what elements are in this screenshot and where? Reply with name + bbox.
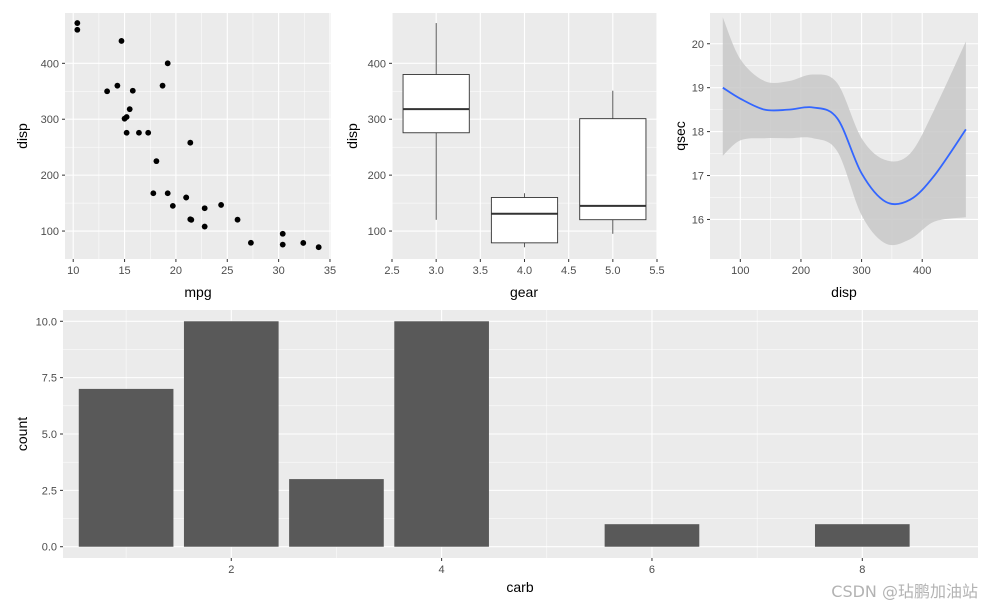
bar: [394, 321, 489, 547]
x-tick-label: 4: [439, 564, 445, 576]
scatter-point: [247, 239, 254, 246]
x-tick-label: 400: [913, 265, 931, 277]
smooth-x-axis-label: disp: [831, 284, 857, 300]
x-tick-label: 300: [852, 265, 870, 277]
scatter-point: [114, 82, 121, 89]
boxplot-gear-disp: 2.5 3.0 3.5 4.0 4.5 5.0 5.5 100 200 300 400 gear d…: [344, 13, 665, 300]
y-tick-label: 300: [368, 114, 386, 126]
x-tick-label: 4.0: [517, 265, 532, 277]
bar-x-axis-label: carb: [506, 579, 533, 595]
bar-y-axis-label: count: [14, 417, 30, 451]
bar: [78, 388, 174, 547]
scatter-point: [201, 205, 208, 212]
x-tick-label: 3.0: [429, 265, 444, 277]
y-tick-label: 16: [692, 214, 704, 226]
x-tick-label: 2: [228, 564, 234, 576]
scatter-point: [129, 87, 136, 94]
scatter-point: [169, 202, 176, 209]
bar: [814, 524, 910, 547]
scatter-point: [153, 158, 160, 165]
x-tick-label: 25: [221, 265, 233, 277]
y-tick-label: 100: [368, 226, 386, 238]
x-tick-label: 30: [272, 265, 284, 277]
scatter-point: [164, 60, 171, 67]
bar: [183, 321, 279, 547]
scatter-point: [279, 241, 286, 248]
scatter-point: [159, 82, 166, 89]
scatter-point: [183, 194, 190, 201]
x-tick-label: 20: [170, 265, 182, 277]
x-tick-label: 100: [731, 265, 749, 277]
y-tick-label: 5.0: [42, 429, 57, 441]
scatter-point: [118, 38, 125, 44]
scatter-point: [123, 129, 130, 136]
x-tick-label: 5.0: [605, 265, 620, 277]
x-tick-label: 8: [859, 564, 865, 576]
scatter-point: [74, 26, 81, 33]
scatter-point: [150, 190, 157, 197]
x-tick-label: 5.5: [649, 265, 664, 277]
smooth-y-axis-label: qsec: [672, 121, 688, 151]
scatter-point: [74, 20, 81, 26]
scatter-point: [315, 244, 322, 251]
y-tick-label: 19: [692, 83, 704, 95]
y-tick-label: 10.0: [36, 316, 57, 328]
x-tick-label: 2.5: [384, 265, 399, 277]
scatter-plot-mpg-disp: 10 15 20 25 30 35 100 200 300 400 mpg disp: [14, 13, 336, 300]
y-tick-label: 300: [41, 114, 59, 126]
y-tick-label: 18: [692, 127, 704, 139]
y-tick-label: 200: [368, 170, 386, 182]
boxplot-x-axis-label: gear: [510, 284, 538, 300]
x-tick-label: 4.5: [561, 265, 576, 277]
box-iqr: [490, 197, 559, 244]
watermark: CSDN @玷鹏加油站: [831, 582, 978, 601]
scatter-point: [234, 216, 241, 223]
x-tick-label: 15: [118, 265, 130, 277]
scatter-y-axis-label: disp: [14, 123, 30, 149]
bar: [604, 524, 700, 547]
x-tick-label: 35: [324, 265, 336, 277]
y-tick-label: 7.5: [42, 373, 57, 385]
smooth-line: [722, 86, 967, 206]
scatter-point: [218, 202, 225, 208]
y-tick-label: 400: [368, 58, 386, 70]
y-tick-label: 0.0: [42, 542, 57, 554]
bar: [289, 479, 384, 547]
y-tick-label: 200: [41, 170, 59, 182]
scatter-point: [187, 139, 194, 146]
y-tick-label: 2.5: [42, 485, 57, 497]
scatter-point: [121, 115, 128, 122]
scatter-point: [187, 216, 194, 223]
x-tick-label: 3.5: [473, 265, 488, 277]
scatter-point: [126, 106, 133, 113]
scatter-point: [201, 223, 208, 230]
scatter-x-axis-label: mpg: [184, 284, 211, 300]
scatter-point: [279, 230, 286, 237]
smooth-plot-disp-qsec: 100 200 300 400 16 17 18 19 20 disp qsec: [672, 13, 978, 300]
y-tick-label: 100: [41, 226, 59, 238]
scatter-point: [136, 129, 142, 136]
box-iqr: [402, 74, 470, 134]
scatter-point: [164, 190, 171, 197]
y-tick-label: 17: [692, 171, 704, 183]
scatter-point: [104, 88, 111, 95]
y-tick-label: 400: [41, 58, 59, 70]
x-tick-label: 10: [67, 265, 79, 277]
boxplot-y-axis-label: disp: [344, 123, 360, 149]
scatter-point: [300, 240, 307, 246]
box-iqr: [579, 118, 647, 221]
x-tick-label: 6: [649, 564, 655, 576]
y-tick-label: 20: [692, 39, 704, 51]
x-tick-label: 200: [792, 265, 810, 277]
scatter-panel-background: [65, 13, 331, 259]
scatter-point: [145, 129, 152, 136]
bar-chart-carb-count: 2 4 6 8 0.0 2.5 5.0 7.5 10.0 carb count: [14, 310, 978, 595]
